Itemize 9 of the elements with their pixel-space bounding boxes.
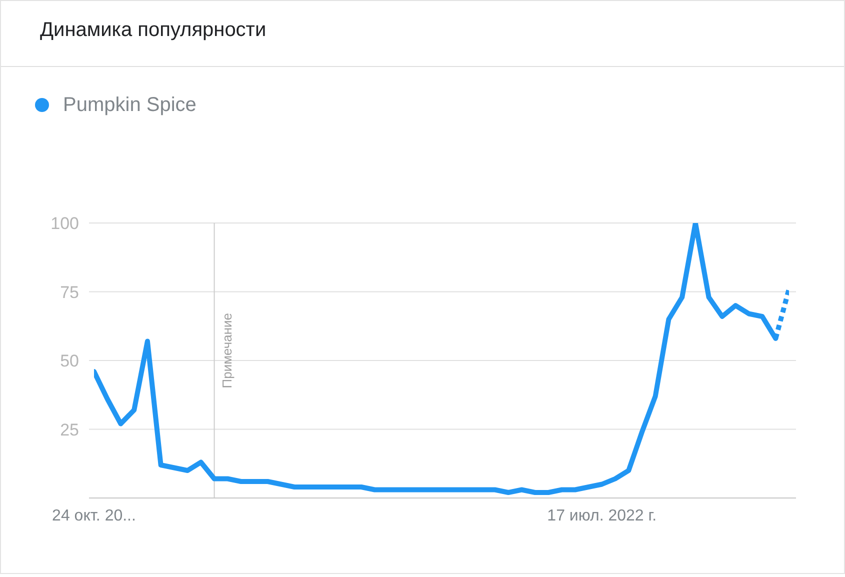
y-tick-label: 25 [60,420,79,440]
ref-line-label: Примечание [219,313,234,388]
y-tick-label: 50 [60,352,79,371]
x-tick-label: 17 июл. 2022 г. [547,507,657,524]
chart-title: Динамика популярности [40,18,266,43]
y-tick-label: 100 [50,214,79,234]
y-tick-label: 75 [60,282,79,302]
x-tick-label: 24 окт. 20... [52,507,136,524]
legend-label: Pumpkin Spice [63,93,196,117]
